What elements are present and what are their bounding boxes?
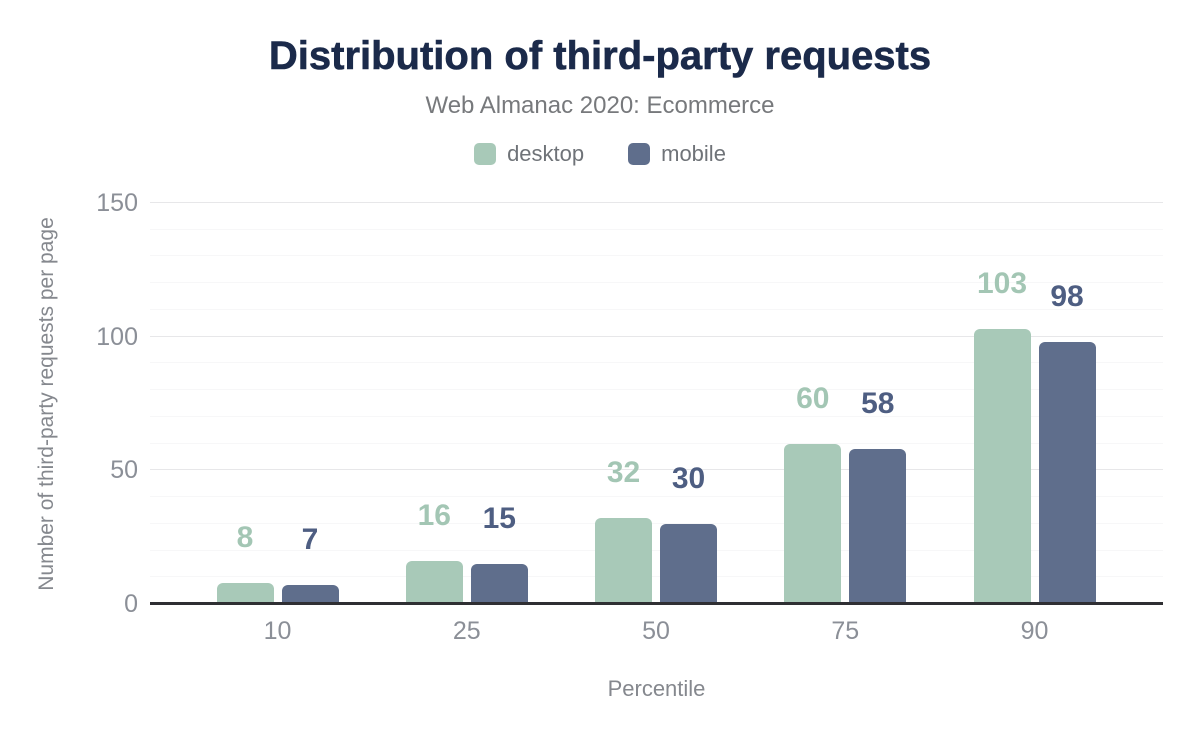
x-tick-label-90: 90: [1020, 617, 1049, 645]
minor-gridline: [150, 362, 1163, 364]
chart-subtitle: Web Almanac 2020: Ecommerce: [425, 92, 775, 119]
bar-desktop-p75[interactable]: [784, 443, 842, 604]
legend-label-mobile: mobile: [661, 141, 726, 166]
x-axis-baseline: [150, 602, 1163, 605]
minor-gridline: [150, 442, 1163, 444]
minor-gridline: [150, 549, 1163, 551]
minor-gridline: [150, 255, 1163, 257]
bar-desktop-p90[interactable]: [973, 328, 1031, 604]
minor-gridline: [150, 522, 1163, 524]
minor-gridline: [150, 389, 1163, 391]
bar-desktop-p25[interactable]: [405, 561, 463, 604]
bar-mobile-p10[interactable]: [281, 585, 339, 604]
legend: desktop mobile: [0, 141, 1200, 167]
bar-mobile-p50[interactable]: [660, 523, 717, 604]
bar-value-label-mobile-p90: 98: [1050, 280, 1084, 314]
bar-desktop-p50[interactable]: [595, 518, 652, 604]
bar-value-label-desktop-p25: 16: [417, 499, 451, 533]
bar-mobile-p25[interactable]: [470, 563, 528, 604]
legend-item-desktop[interactable]: desktop: [474, 141, 584, 167]
bar-value-label-mobile-p75: 58: [861, 386, 895, 420]
major-gridline: [150, 335, 1163, 337]
bar-value-label-desktop-p90: 103: [976, 266, 1028, 300]
desktop-series-swatch-icon: [474, 143, 497, 165]
minor-gridline: [150, 415, 1163, 417]
x-tick-label-50: 50: [642, 617, 670, 645]
chart-title: Distribution of third-party requests: [268, 34, 932, 79]
bar-mobile-p90[interactable]: [1038, 342, 1096, 604]
legend-label-desktop: desktop: [507, 141, 585, 166]
major-gridline: [150, 202, 1163, 203]
bar-desktop-p10[interactable]: [216, 582, 274, 604]
bar-value-label-mobile-p50: 30: [671, 461, 706, 495]
x-tick-label-75: 75: [831, 617, 860, 645]
y-tick-label-100: 100: [96, 322, 138, 351]
bar-mobile-p75[interactable]: [849, 448, 907, 604]
y-tick-label-0: 0: [124, 590, 138, 618]
plot-area: 0 50 100 150 10 8 7 25 16 15 50 32 30 75 60 58 90 103 98: [96, 189, 1163, 645]
y-tick-label-150: 150: [96, 189, 138, 217]
x-tick-label-25: 25: [452, 617, 481, 645]
bar-value-label-desktop-p50: 32: [606, 456, 641, 490]
mobile-series-swatch-icon: [628, 143, 651, 165]
x-tick-label-10: 10: [263, 617, 292, 645]
bar-value-label-desktop-p10: 8: [236, 520, 254, 554]
bar-value-label-mobile-p10: 7: [301, 523, 319, 557]
minor-gridline: [150, 282, 1163, 284]
bar-value-label-mobile-p25: 15: [482, 501, 516, 535]
minor-gridline: [150, 576, 1163, 578]
minor-gridline: [150, 308, 1163, 310]
major-gridline: [150, 469, 1163, 471]
y-axis-title: Number of third-party requests per page: [35, 217, 58, 591]
bar-value-label-desktop-p75: 60: [796, 381, 830, 415]
legend-item-mobile[interactable]: mobile: [628, 141, 726, 167]
minor-gridline: [150, 228, 1163, 230]
x-axis-title: Percentile: [607, 676, 706, 701]
y-tick-label-50: 50: [110, 456, 138, 485]
minor-gridline: [150, 496, 1163, 498]
